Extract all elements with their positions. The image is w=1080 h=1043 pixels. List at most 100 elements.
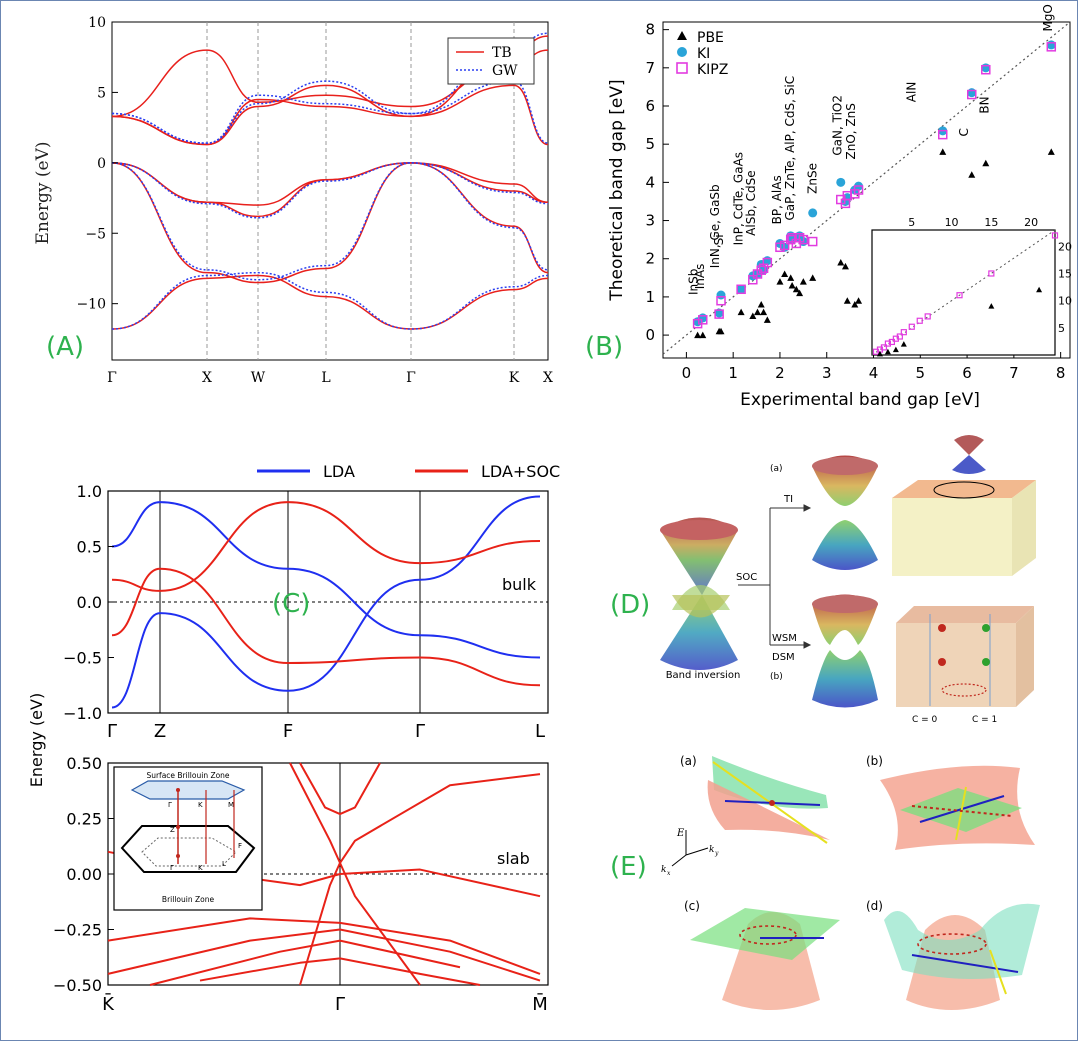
ki-point	[808, 208, 818, 218]
pbe-point	[781, 270, 789, 277]
kpath-tick-label: M̄	[532, 993, 548, 1015]
material-label: ZnO, ZnS	[844, 103, 858, 159]
pbe-point	[737, 308, 745, 316]
inset-l: L	[222, 860, 226, 868]
pbe-point	[763, 316, 771, 323]
legend-gw-label: GW	[492, 63, 518, 79]
panel-b-ylabel: Theoretical band gap [eV]	[607, 79, 627, 301]
kpath-tick-label: F	[283, 721, 293, 742]
xtick-label: 7	[1009, 364, 1019, 382]
ytick-label: 1	[645, 288, 655, 306]
kipz-point	[807, 236, 818, 247]
pbe-point	[776, 278, 784, 285]
inset-ytick-label: 15	[1058, 267, 1072, 280]
material-label: GaN, TiO2	[831, 95, 845, 156]
ytick-label: 0	[97, 156, 106, 172]
ytick-label: 0.5	[77, 538, 102, 557]
kpath-tick-label: L	[321, 370, 330, 386]
ki-point	[1046, 40, 1056, 50]
legend-kipz: KIPZ	[697, 62, 728, 78]
band-inversion-label: Band inversion	[666, 670, 741, 681]
ytick-label: 0.50	[66, 754, 102, 773]
kipz-point	[1046, 42, 1057, 52]
xtick-label: 4	[869, 364, 879, 382]
ytick-label: 0.00	[66, 865, 102, 884]
ytick-label: 2	[645, 250, 655, 268]
inset-kipz-point	[1051, 232, 1059, 239]
pbe-point	[788, 281, 796, 289]
xtick-label: 2	[775, 364, 785, 382]
pbe-point	[694, 331, 702, 339]
ytick-label: 3	[645, 212, 655, 230]
lda-soc-band-line	[111, 567, 541, 687]
e-label-a: (a)	[680, 754, 697, 768]
legend-tb-label: TB	[492, 45, 512, 61]
pbe-point	[717, 327, 725, 335]
inset-kipz-point	[956, 292, 963, 299]
e-label-b: (b)	[866, 754, 883, 768]
inset-gamma-bar: Γ	[168, 801, 172, 809]
wsm-label: WSM	[772, 633, 797, 644]
inset-ytick-label: 5	[1058, 322, 1065, 335]
inset-pbe-point	[988, 303, 995, 309]
panel-c-slab-ticks: 0.50 0.25 0.00 −0.25 −0.50K̄ Γ M̄	[53, 754, 548, 1015]
inset-kipz-point	[908, 323, 915, 330]
kipz-point	[967, 89, 977, 100]
lda-soc-band-line	[111, 501, 541, 592]
panel-b-legend: PBE KI KIPZ	[676, 30, 728, 78]
panel-a-yticks: 10 5 0 −5 −10	[76, 15, 118, 313]
pbe-point	[855, 297, 863, 304]
e-label-d: (d)	[866, 899, 883, 913]
inset-xtick-label: 15	[984, 216, 998, 229]
kpath-tick-label: Γ	[406, 370, 416, 386]
inset-kipz-point	[896, 333, 903, 340]
xtick-label: 8	[1056, 364, 1066, 382]
inset-pbe-point	[900, 341, 907, 347]
kpath-tick-label: Γ	[107, 370, 117, 386]
e-label-c: (c)	[684, 899, 700, 913]
chern-c0-label: C = 0	[912, 715, 938, 725]
inset-pbe-point	[892, 346, 899, 353]
ytick-label: −0.50	[53, 976, 102, 995]
kpath-tick-label: Γ	[415, 721, 425, 742]
panel-c-band-structure: LDA LDA+SOC 1.00.50.0−0.5−1.0Γ Z F Γ L bulk …	[27, 462, 560, 1015]
panel-b-points	[692, 40, 1057, 339]
kipz-point	[736, 284, 746, 295]
inset-xtick-label: 5	[908, 216, 915, 229]
pbe-point	[760, 308, 768, 316]
pbe-point	[837, 259, 845, 266]
gw-band-line	[111, 162, 549, 219]
slab-band-line	[107, 917, 541, 975]
material-label: Si	[712, 234, 726, 245]
ytick-label: 1.0	[77, 482, 102, 501]
panel-label-e: (E)	[610, 852, 647, 882]
ytick-label: 10	[88, 15, 106, 31]
panel-c-bulk-ticks: 1.0 0.5 0.0 −0.5 −1.0 Γ Z F Γ L	[63, 482, 545, 742]
slab-band-line	[299, 773, 541, 986]
xtick-label: 0	[682, 364, 692, 382]
kpath-tick-label: X	[543, 370, 553, 386]
material-label: InAs	[693, 264, 707, 290]
ti-gapped-bands	[812, 455, 878, 570]
ki-point	[698, 313, 708, 323]
legend-lda-soc: LDA+SOC	[481, 462, 560, 481]
xtick-label: 6	[962, 364, 972, 382]
inset-bz-label: Brillouin Zone	[162, 895, 215, 904]
band-inversion-cones	[660, 517, 738, 670]
kpath-tick-label: W	[251, 370, 266, 386]
inset-ytick-label: 20	[1058, 240, 1072, 253]
chern-c1-label: C = 1	[972, 715, 997, 725]
e-axis-kx: k	[661, 865, 666, 875]
pbe-point	[939, 148, 947, 155]
ytick-label: 4	[645, 173, 655, 191]
pbe-point	[796, 289, 804, 297]
kpath-tick-label: Γ	[335, 994, 345, 1015]
ti-label: TI	[783, 494, 793, 505]
pbe-point	[968, 171, 976, 178]
inset-pbe-point	[884, 348, 891, 355]
slab-band-line	[149, 939, 461, 986]
